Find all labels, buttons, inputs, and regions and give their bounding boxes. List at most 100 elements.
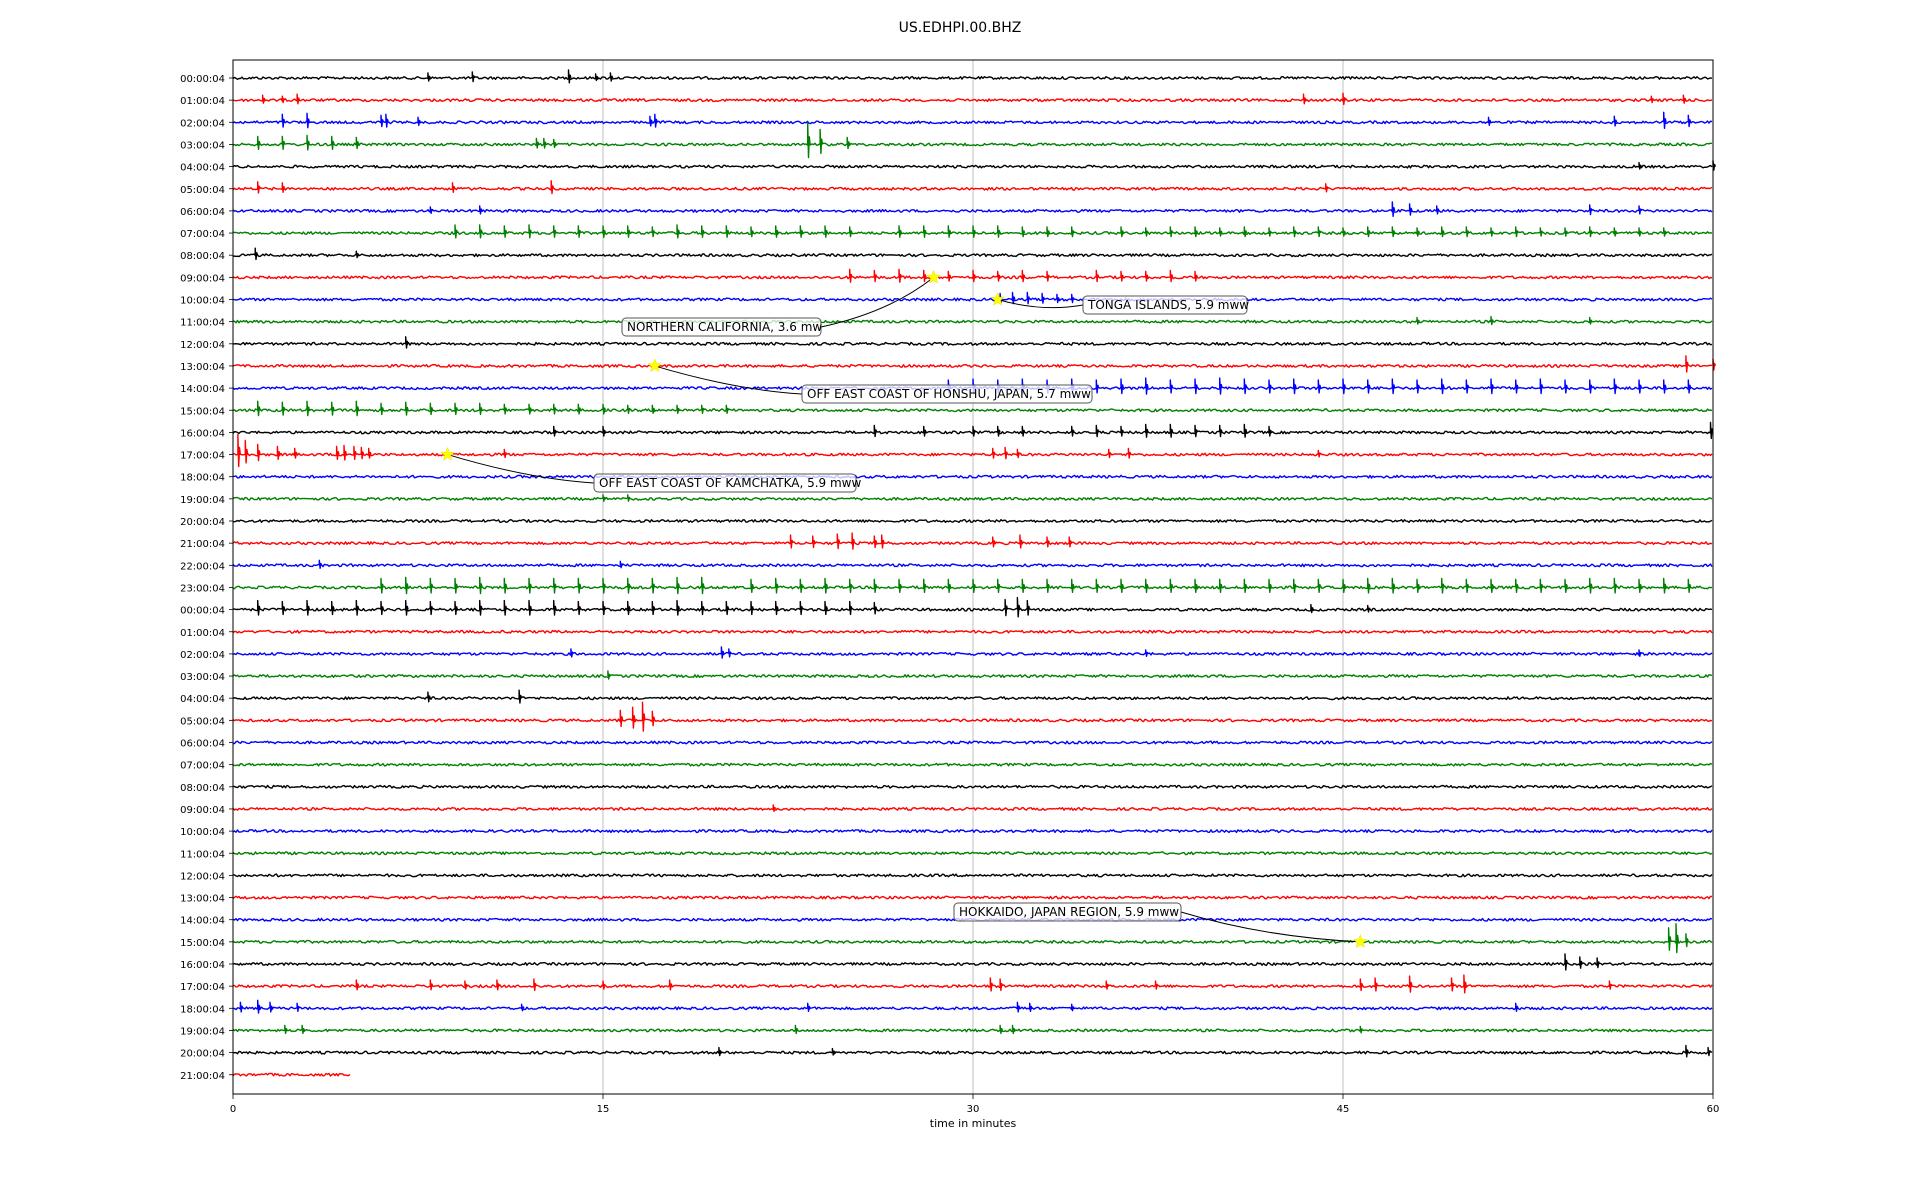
y-tick-label: 00:00:04	[180, 606, 225, 617]
annotation-label: OFF EAST COAST OF KAMCHATKA, 5.9 mww	[599, 476, 861, 490]
y-tick-label: 01:00:04	[180, 628, 225, 639]
x-tick-label: 60	[1707, 1104, 1720, 1115]
y-tick-label: 22:00:04	[180, 561, 225, 572]
trace-line	[232, 629, 1713, 634]
trace-line	[232, 494, 1713, 502]
trace-line	[232, 355, 1717, 373]
trace-line	[232, 224, 1713, 239]
y-tick-label: 10:00:04	[180, 827, 225, 838]
y-tick-label: 03:00:04	[180, 140, 225, 151]
trace-line	[232, 873, 1713, 878]
y-tick-label: 14:00:04	[180, 384, 225, 395]
y-tick-label: 08:00:04	[180, 783, 225, 794]
trace-line	[232, 532, 1713, 550]
trace-line	[232, 421, 1714, 440]
trace-line	[232, 999, 1713, 1014]
trace-line	[232, 762, 1713, 767]
trace-line	[232, 315, 1713, 326]
y-tick-label: 19:00:04	[180, 1026, 225, 1037]
trace-line	[232, 474, 1713, 479]
event-star-marker	[647, 358, 663, 373]
y-tick-label: 03:00:04	[180, 672, 225, 683]
trace-line	[232, 851, 1713, 856]
trace-line	[232, 974, 1713, 994]
y-tick-label: 05:00:04	[180, 185, 225, 196]
trace-line	[232, 1072, 351, 1077]
annotation-label: TONGA ISLANDS, 5.9 mww	[1087, 298, 1249, 312]
x-tick-label: 15	[597, 1104, 610, 1115]
y-tick-label: 12:00:04	[180, 340, 225, 351]
y-tick-label: 21:00:04	[180, 1071, 225, 1082]
y-tick-label: 21:00:04	[180, 539, 225, 550]
trace-line	[232, 180, 1713, 195]
y-tick-label: 23:00:04	[180, 583, 225, 594]
y-tick-label: 02:00:04	[180, 650, 225, 661]
chart-title: US.EDHPI.00.BHZ	[898, 20, 1022, 36]
trace-line	[232, 576, 1713, 595]
y-tick-label: 06:00:04	[180, 207, 225, 218]
y-tick-label: 15:00:04	[180, 406, 225, 417]
trace-line	[232, 336, 1713, 349]
y-tick-label: 10:00:04	[180, 296, 225, 307]
trace-line	[232, 159, 1717, 171]
y-tick-label: 11:00:04	[180, 318, 225, 329]
annotation-arrow	[820, 276, 934, 328]
trace-line	[232, 121, 1713, 159]
y-tick-label: 12:00:04	[180, 871, 225, 882]
trace-line	[232, 1044, 1713, 1058]
y-tick-label: 07:00:04	[180, 761, 225, 772]
y-tick-label: 20:00:04	[180, 517, 225, 528]
annotation-arrow	[1180, 911, 1361, 943]
y-tick-label: 15:00:04	[180, 938, 225, 949]
y-tick-label: 13:00:04	[180, 894, 225, 905]
trace-line	[232, 519, 1713, 523]
trace-line	[232, 268, 1713, 283]
y-tick-label: 02:00:04	[180, 118, 225, 129]
y-tick-label: 17:00:04	[180, 982, 225, 993]
x-tick-label: 0	[230, 1104, 236, 1115]
trace-line	[232, 111, 1713, 129]
trace-line	[232, 247, 1713, 261]
annotation-box	[1082, 295, 1248, 315]
y-tick-label: 17:00:04	[180, 451, 225, 462]
annotation-label: HOKKAIDO, JAPAN REGION, 5.9 mww	[959, 905, 1179, 919]
trace-line	[232, 92, 1713, 106]
trace-line	[232, 701, 1713, 732]
annotation-box	[953, 902, 1182, 922]
trace-line	[232, 923, 1713, 954]
event-star-marker	[440, 446, 455, 461]
annotation-arrow	[447, 454, 595, 484]
trace-line	[232, 201, 1713, 217]
y-tick-label: 14:00:04	[180, 916, 225, 927]
x-tick-label: 45	[1337, 1104, 1350, 1115]
trace-line	[232, 895, 1713, 900]
annotation-box	[801, 384, 1093, 404]
trace-line	[232, 291, 1713, 305]
y-tick-label: 16:00:04	[180, 428, 225, 439]
y-tick-label: 01:00:04	[180, 96, 225, 107]
y-tick-label: 20:00:04	[180, 1049, 225, 1060]
trace-line	[232, 784, 1713, 789]
trace-line	[232, 804, 1713, 812]
trace-line	[232, 670, 1713, 680]
trace-line	[232, 953, 1713, 971]
annotation-box	[621, 317, 822, 337]
trace-line	[232, 433, 1713, 468]
annotation-label: OFF EAST COAST OF HONSHU, JAPAN, 5.7 mww	[807, 387, 1091, 401]
trace-line	[232, 829, 1713, 834]
event-star-marker	[926, 269, 941, 284]
y-tick-label: 19:00:04	[180, 495, 225, 506]
y-tick-label: 18:00:04	[180, 473, 225, 484]
y-tick-label: 05:00:04	[180, 716, 225, 727]
trace-line	[233, 596, 1713, 618]
trace-line	[232, 1024, 1713, 1035]
trace-line	[232, 646, 1713, 659]
trace-line	[232, 69, 1712, 84]
y-tick-label: 07:00:04	[180, 229, 225, 240]
y-tick-label: 11:00:04	[180, 849, 225, 860]
trace-line	[232, 689, 1713, 704]
annotation-arrow	[997, 299, 1084, 309]
annotation-arrow	[654, 365, 803, 395]
trace-line	[233, 740, 1713, 745]
